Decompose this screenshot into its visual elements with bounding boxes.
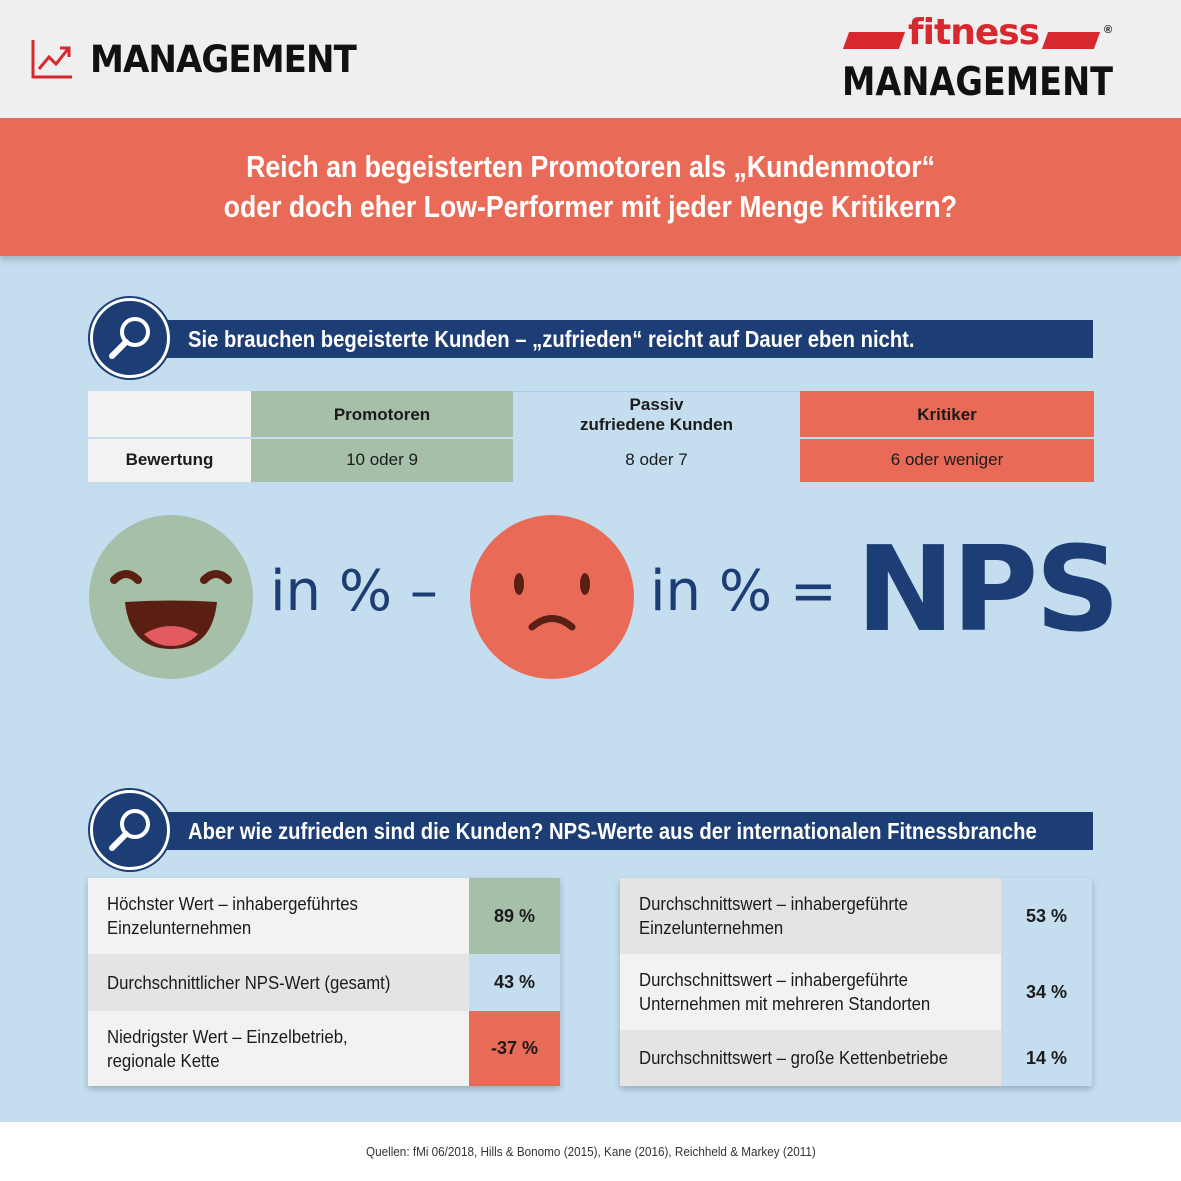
result-value: 89 %: [469, 878, 560, 954]
table-row: Höchster Wert – inhabergeführtes Einzelu…: [88, 878, 560, 954]
result-label: Höchster Wert – inhabergeführtes Einzelu…: [88, 878, 469, 954]
section-label: MANAGEMENT: [90, 38, 357, 81]
formula-part-1: in % –: [270, 559, 438, 624]
results-left-table: Höchster Wert – inhabergeführtes Einzelu…: [88, 878, 560, 1086]
magnifier-icon: [90, 298, 170, 378]
banner-line-2: oder doch eher Low-Performer mit jeder M…: [223, 189, 958, 224]
result-label-line-2: Einzelunternehmen: [107, 918, 252, 938]
row-label-bewertung: Bewertung: [88, 438, 251, 482]
rating-table: Bewertung Promotoren 10 oder 9 Passiv zu…: [88, 391, 1094, 482]
header-promotoren: Promotoren: [251, 391, 513, 438]
value-passiv: 8 oder 7: [513, 438, 800, 482]
result-label: Durchschnittswert – inhabergeführte Einz…: [620, 878, 1001, 954]
magnifier-icon: [90, 790, 170, 870]
table-row: Niedrigster Wert – Einzelbetrieb, region…: [88, 1011, 560, 1086]
result-label-line-1: Durchschnittswert – inhabergeführte: [639, 970, 908, 990]
result-label: Durchschnittswert – inhabergeführte Unte…: [620, 954, 1001, 1030]
result-label: Niedrigster Wert – Einzelbetrieb, region…: [88, 1011, 469, 1086]
brand-bar-left: [842, 32, 906, 49]
table-row: Durchschnittswert – große Kettenbetriebe…: [620, 1030, 1092, 1086]
trend-chart-icon: [31, 40, 72, 79]
table-corner-cell: [88, 391, 251, 438]
brand-logo: fitness ® MANAGEMENT: [842, 12, 1122, 105]
section2-heading-bar: Aber wie zufrieden sind die Kunden? NPS-…: [130, 812, 1093, 850]
result-value: 43 %: [469, 954, 560, 1011]
header-passiv-line-2: zufriedene Kunden: [579, 415, 733, 434]
sad-face-icon: [470, 515, 634, 679]
header-passiv-line-1: Passiv: [629, 395, 684, 414]
result-value: 14 %: [1001, 1030, 1092, 1086]
section1-heading-bar: Sie brauchen begeisterte Kunden – „zufri…: [130, 320, 1093, 358]
section1-heading: Sie brauchen begeisterte Kunden – „zufri…: [188, 325, 915, 352]
results-right-table: Durchschnittswert – inhabergeführte Einz…: [620, 878, 1092, 1086]
brand-registered: ®: [1104, 24, 1113, 36]
table-row: Durchschnittswert – inhabergeführte Unte…: [620, 954, 1092, 1030]
header-passiv: Passiv zufriedene Kunden: [513, 391, 800, 438]
brand-bar-right: [1041, 32, 1101, 49]
result-label-line-2: Einzelunternehmen: [639, 918, 784, 938]
footer: Quellen: fMi 06/2018, Hills & Bonomo (20…: [0, 1122, 1181, 1181]
banner-line-1: Reich an begeisterten Promotoren als „Ku…: [246, 149, 935, 184]
result-label: Durchschnittlicher NPS-Wert (gesamt): [88, 954, 469, 1011]
result-label-line-1: Durchschnittswert – inhabergeführte: [639, 894, 908, 914]
brand-management: MANAGEMENT: [842, 60, 1114, 105]
section2-heading: Aber wie zufrieden sind die Kunden? NPS-…: [188, 817, 1037, 844]
formula-part-2: in % =: [650, 559, 837, 624]
result-value: 53 %: [1001, 878, 1092, 954]
table-divider: [88, 437, 1094, 439]
result-label-line-1: Durchschnittlicher NPS-Wert (gesamt): [107, 972, 391, 993]
title-banner: Reich an begeisterten Promotoren als „Ku…: [0, 118, 1181, 256]
value-kritiker: 6 oder weniger: [800, 438, 1094, 482]
table-row: Durchschnittswert – inhabergeführte Einz…: [620, 878, 1092, 954]
result-label-line-2: Unternehmen mit mehreren Standorten: [639, 994, 931, 1014]
happy-face-icon: [89, 515, 253, 679]
top-bar: MANAGEMENT fitness ® MANAGEMENT: [0, 0, 1181, 118]
table-row: Durchschnittlicher NPS-Wert (gesamt) 43 …: [88, 954, 560, 1011]
sources-text: Quellen: fMi 06/2018, Hills & Bonomo (20…: [365, 1144, 816, 1159]
nps-label: NPS: [856, 520, 1120, 658]
result-value: -37 %: [469, 1011, 560, 1086]
value-promotoren: 10 oder 9: [251, 438, 513, 482]
result-label: Durchschnittswert – große Kettenbetriebe: [620, 1030, 1001, 1086]
result-value: 34 %: [1001, 954, 1092, 1030]
header-kritiker: Kritiker: [800, 391, 1094, 438]
result-label-line-2: regionale Kette: [107, 1050, 220, 1071]
result-label-line-1: Durchschnittswert – große Kettenbetriebe: [639, 1048, 948, 1068]
result-label-line-1: Niedrigster Wert – Einzelbetrieb,: [107, 1026, 348, 1047]
brand-fitness: fitness: [908, 12, 1040, 53]
result-label-line-1: Höchster Wert – inhabergeführtes: [107, 894, 358, 914]
